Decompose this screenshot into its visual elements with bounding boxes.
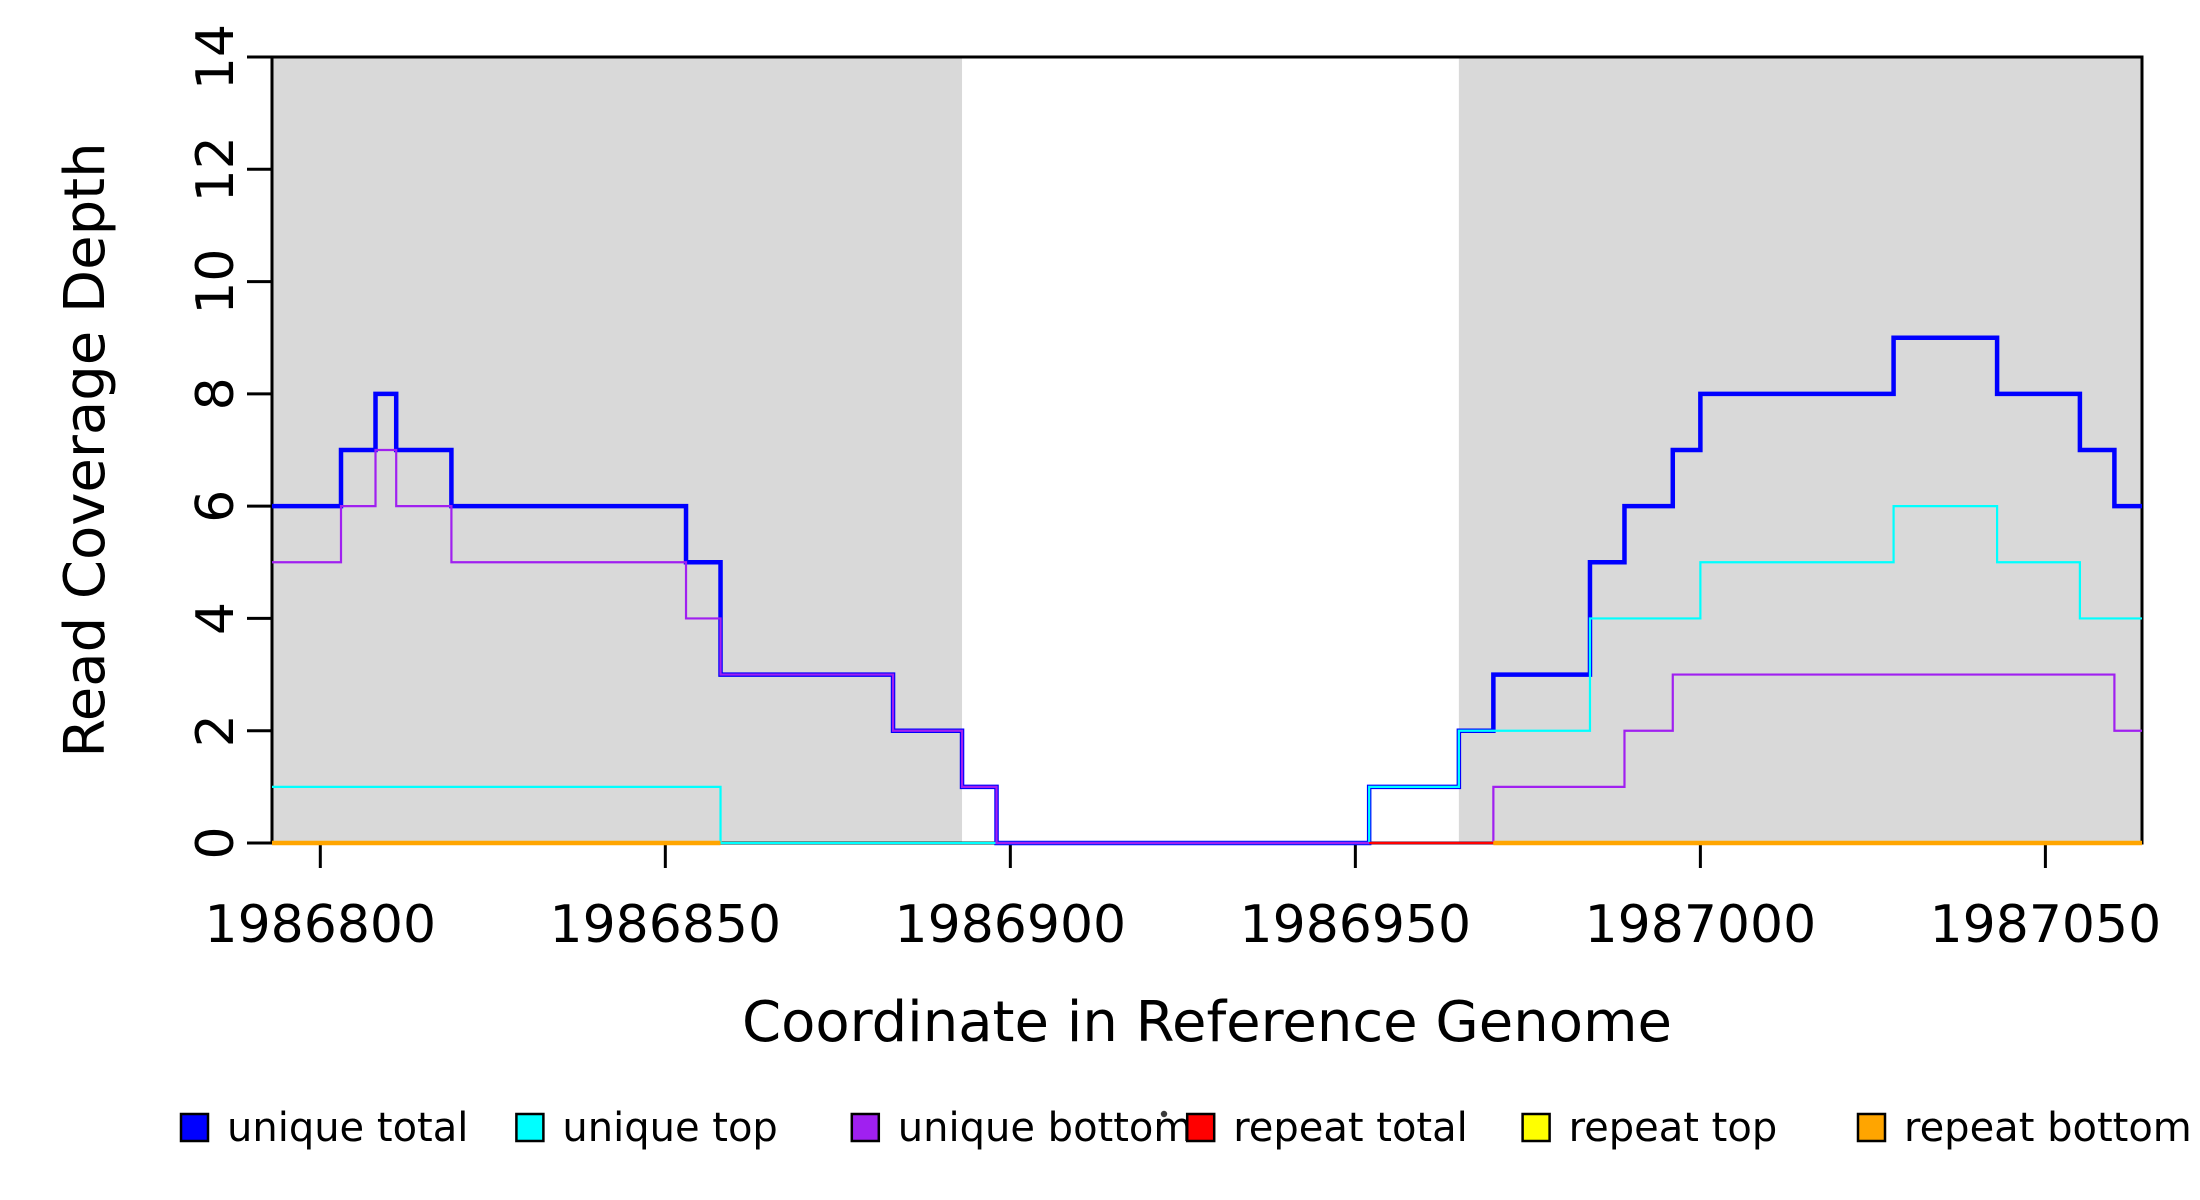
- legend-label-unique-bottom: unique bottom: [898, 1105, 1193, 1151]
- legend-item-unique-top: unique top: [515, 1105, 778, 1151]
- legend: unique total unique top unique bottom repea…: [179, 1105, 2192, 1151]
- legend-swatch-unique-total: [179, 1112, 210, 1143]
- legend-swatch-unique-top: [515, 1112, 545, 1143]
- y-tick-label: 4: [186, 602, 246, 635]
- x-axis-title: Coordinate in Reference Genome: [742, 990, 1672, 1055]
- legend-label-repeat-bottom: repeat bottom: [1904, 1105, 2192, 1151]
- legend-item-repeat-total: repeat total: [1185, 1105, 1468, 1151]
- artifact-dot: [1160, 1110, 1168, 1118]
- legend-label-unique-total: unique total: [227, 1105, 468, 1151]
- y-tick-label: 14: [186, 24, 246, 90]
- series-line-unique-bottom: [272, 448, 2142, 845]
- legend-swatch-unique-bottom: [850, 1112, 881, 1143]
- legend-label-unique-top: unique top: [562, 1105, 777, 1151]
- y-tick-label: 0: [186, 826, 246, 859]
- legend-item-repeat-bottom: repeat bottom: [1856, 1105, 2192, 1151]
- x-tick-label: 1986850: [550, 895, 782, 955]
- y-tick-label: 12: [186, 136, 246, 202]
- legend-label-repeat-top: repeat top: [1569, 1105, 1778, 1151]
- repeat-region-right: [1458, 57, 2142, 843]
- legend-label-repeat-total: repeat total: [1233, 1105, 1468, 1151]
- axes-layer: 1986800 1986850 1986900 1986950 1987000 19870…: [186, 24, 2161, 955]
- legend-item-unique-bottom: unique bottom: [850, 1105, 1193, 1151]
- y-tick-label: 2: [186, 714, 246, 747]
- legend-swatch-repeat-top: [1521, 1112, 1551, 1143]
- y-axis-title: Read Coverage Depth: [53, 142, 118, 757]
- y-tick-label: 6: [186, 490, 246, 523]
- legend-swatch-repeat-total: [1185, 1112, 1216, 1143]
- x-tick-label: 1987000: [1585, 895, 1817, 955]
- repeat-shading-layer: [272, 57, 2142, 843]
- legend-item-unique-total: unique total: [179, 1105, 468, 1151]
- x-tick-label: 1986900: [895, 895, 1127, 955]
- y-tick-label: 8: [186, 377, 246, 410]
- series-layer: [272, 335, 2142, 846]
- y-tick-label: 10: [186, 248, 246, 314]
- x-tick-label: 1986950: [1240, 895, 1472, 955]
- legend-swatch-repeat-bottom: [1856, 1112, 1887, 1143]
- x-tick-label: 1987050: [1930, 895, 2162, 955]
- x-tick-label: 1986800: [205, 895, 437, 955]
- legend-item-repeat-top: repeat top: [1521, 1105, 1778, 1151]
